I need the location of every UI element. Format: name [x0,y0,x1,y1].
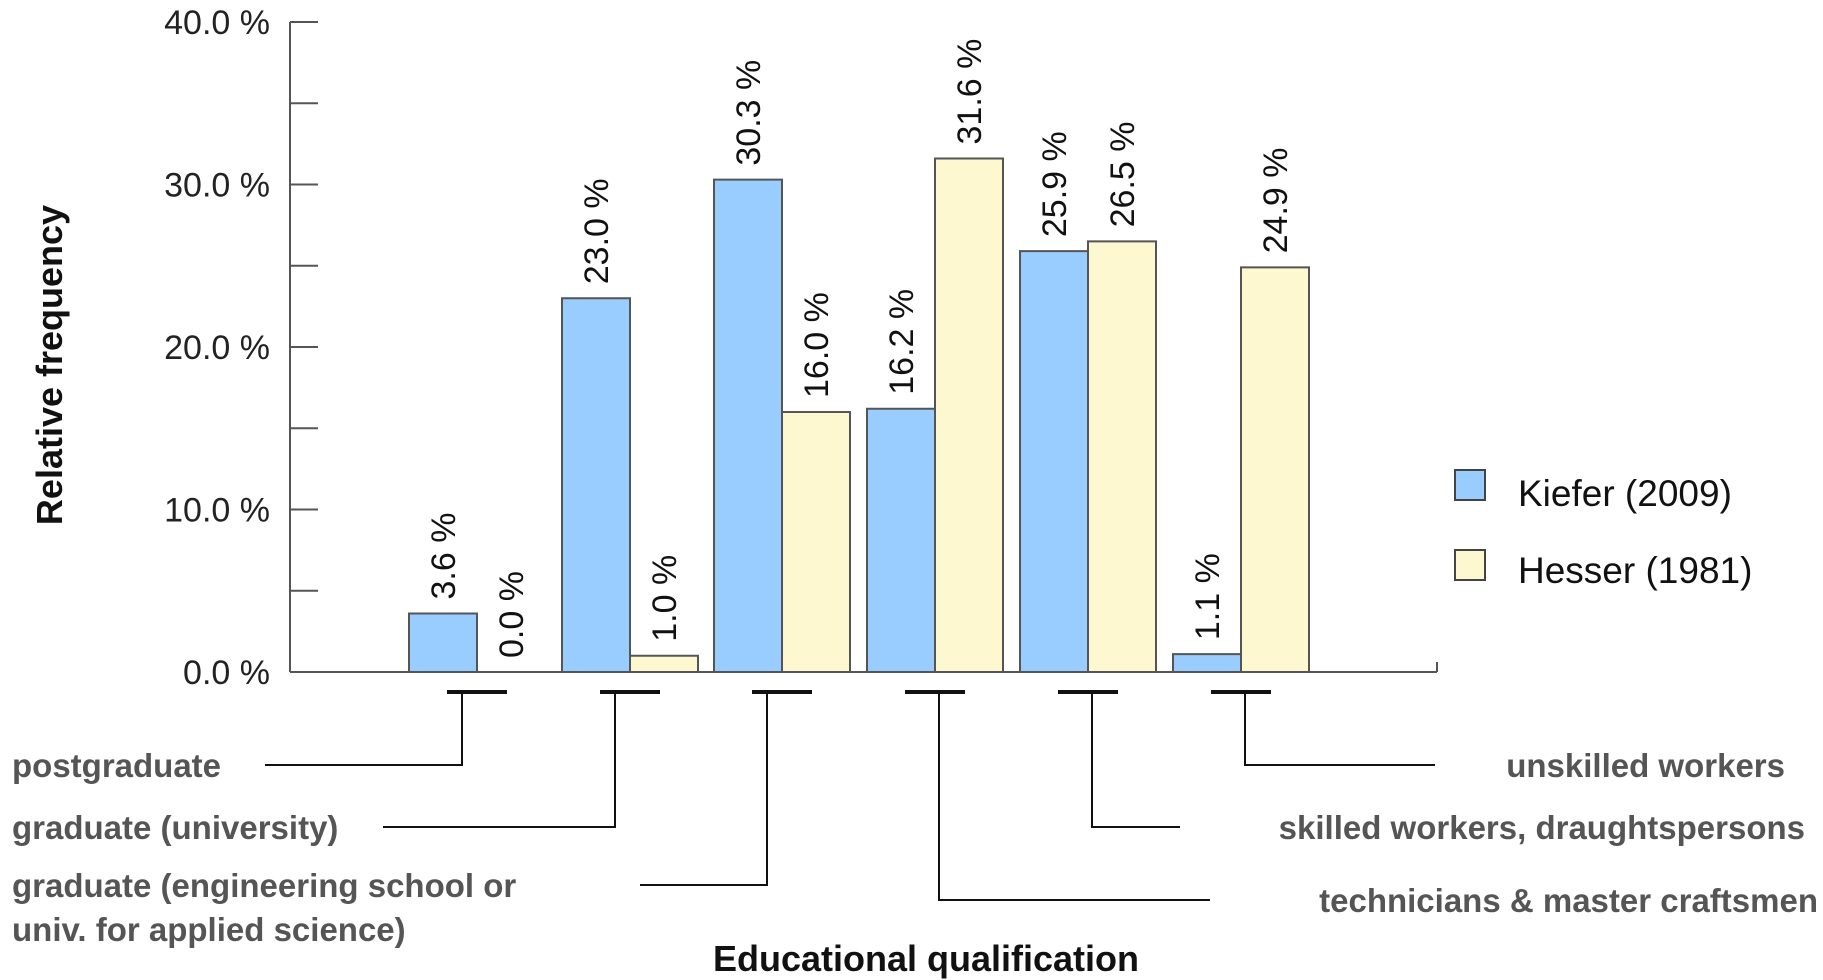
bar-kiefer [866,407,936,673]
category-connector [265,694,463,766]
bar-value-label: 3.6 % [425,513,463,600]
bar-value-label: 24.9 % [1257,148,1295,254]
bar-hesser [934,157,1004,673]
bar-kiefer [1019,250,1089,673]
bar-hesser [1240,266,1310,673]
bar-value-label: 25.9 % [1036,131,1074,237]
bar-value-label: 30.3 % [730,60,768,166]
category-connector [1244,694,1435,766]
bar-kiefer [561,297,631,673]
bar-value-label: 23.0 % [578,178,616,284]
category-label: postgraduate [12,747,221,784]
legend-swatch-hesser [1454,549,1486,581]
bar-value-labels: 3.6 % 23.0 % 30.3 % 16.2 % 25.9 % 1.1 % 0.0 % 1… [425,39,1295,658]
bar-kiefer [713,178,783,673]
y-tick-label: 10.0 % [164,492,270,530]
bar-kiefer [408,612,478,673]
category-connector [640,694,768,886]
bar-hesser [781,411,851,673]
legend-item-kiefer: Kiefer (2009) [1454,469,1732,514]
category-label: graduate (university) [12,809,338,846]
category-label: skilled workers, draughtspersons [1279,809,1805,846]
legend-label-hesser: Hesser (1981) [1518,550,1752,591]
bar-value-label: 16.0 % [798,292,836,398]
category-label-line: postgraduate [12,747,221,784]
bar-value-label: 1.1 % [1189,553,1227,640]
y-tick-label: 20.0 % [164,329,270,367]
bar-value-label: 31.6 % [951,39,989,145]
category-label: technicians & master craftsmen [1319,882,1818,919]
category-label: graduate (engineering school or univ. for… [12,867,516,948]
y-tick-label: 30.0 % [164,167,270,205]
x-axis-title: Educational qualification [713,938,1139,979]
category-callouts: postgraduate graduate (university) graduat… [12,690,1818,948]
category-label: unskilled workers [1506,747,1785,784]
category-label-line: graduate (university) [12,809,338,846]
bar-value-label: 1.0 % [646,555,684,642]
bar-value-label: 0.0 % [493,571,531,658]
category-label-line: univ. for applied science) [12,911,406,948]
y-ticks: 0.0 % 10.0 % 20.0 % 30.0 % 40.0 % [164,4,318,692]
bar-kiefer [1172,653,1242,673]
legend-label-kiefer: Kiefer (2009) [1518,473,1732,514]
category-connector [383,694,616,828]
legend-item-hesser: Hesser (1981) [1454,549,1752,591]
category-connector [1091,694,1180,828]
legend-swatch-kiefer [1454,469,1486,501]
bar-value-label: 16.2 % [883,289,921,395]
bars-layer [408,157,1310,673]
category-label-line: graduate (engineering school or [12,867,516,904]
legend: Kiefer (2009) Hesser (1981) [1454,469,1752,591]
bar-hesser [1087,240,1157,673]
y-axis-title: Relative frequency [29,205,70,525]
y-tick-label: 0.0 % [183,654,270,692]
category-connector [938,694,1210,901]
bar-value-label: 26.5 % [1104,122,1142,228]
y-tick-label: 40.0 % [164,4,270,42]
bar-hesser [629,654,699,673]
